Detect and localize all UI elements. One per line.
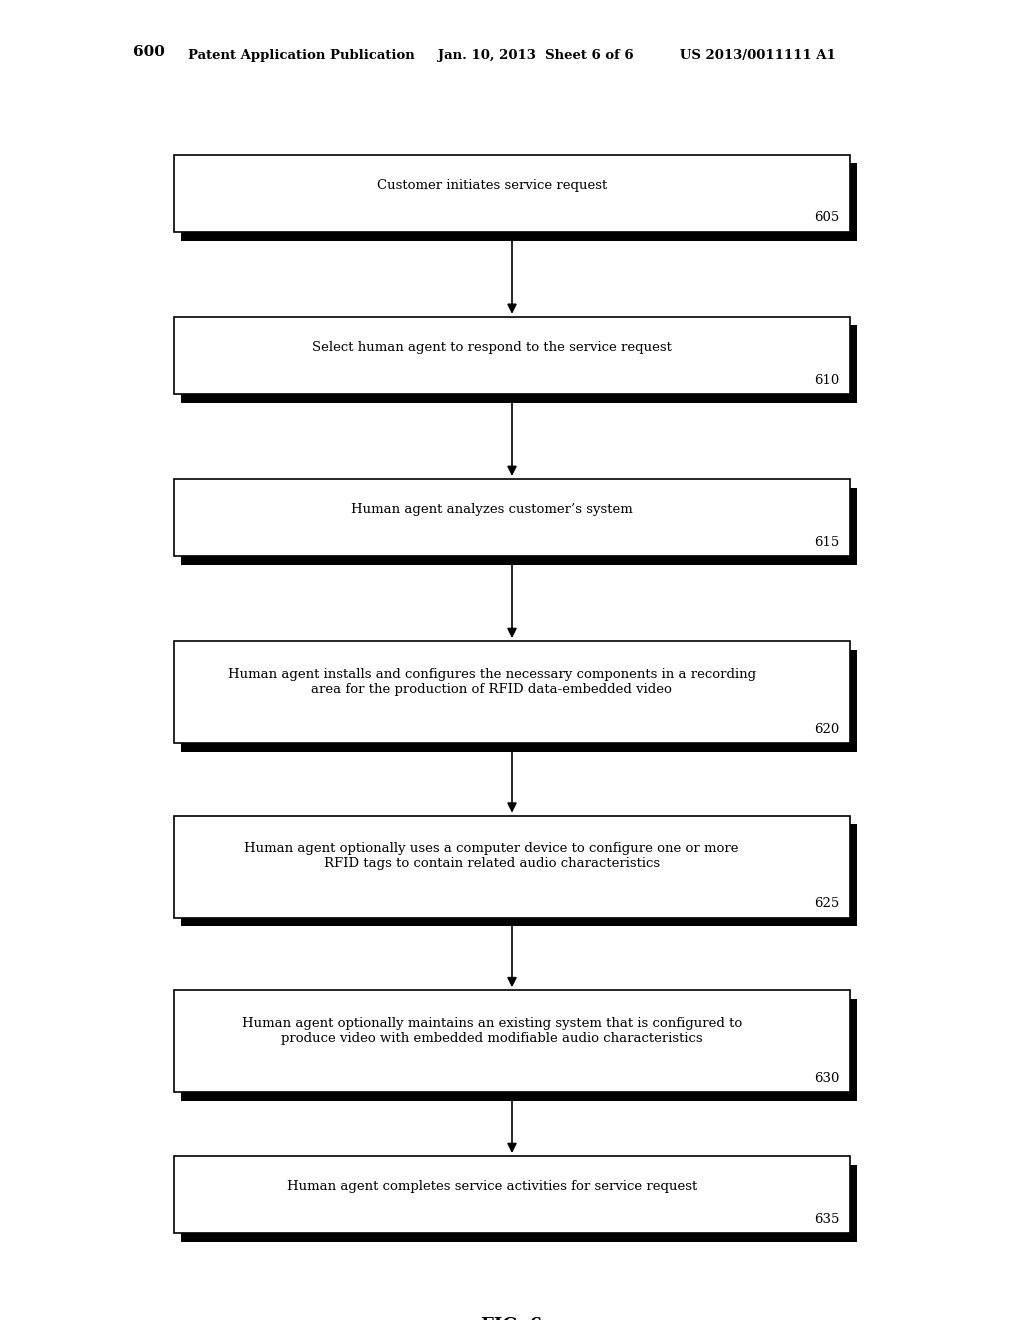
FancyBboxPatch shape (174, 642, 850, 743)
Text: 605: 605 (814, 211, 840, 224)
Text: Human agent completes service activities for service request: Human agent completes service activities… (287, 1180, 697, 1193)
Text: Human agent installs and configures the necessary components in a recording
area: Human agent installs and configures the … (227, 668, 756, 696)
FancyBboxPatch shape (181, 649, 857, 752)
Text: Human agent optionally uses a computer device to configure one or more
RFID tags: Human agent optionally uses a computer d… (245, 842, 739, 870)
Text: FIG. 6: FIG. 6 (481, 1316, 543, 1320)
Text: 625: 625 (814, 898, 840, 911)
FancyBboxPatch shape (174, 990, 850, 1093)
Text: 600: 600 (133, 45, 165, 59)
FancyBboxPatch shape (181, 326, 857, 403)
Text: Human agent optionally maintains an existing system that is configured to
produc: Human agent optionally maintains an exis… (242, 1016, 741, 1045)
FancyBboxPatch shape (181, 999, 857, 1101)
FancyBboxPatch shape (181, 164, 857, 240)
Text: 615: 615 (814, 536, 840, 549)
FancyBboxPatch shape (181, 487, 857, 565)
FancyBboxPatch shape (174, 317, 850, 395)
Text: 630: 630 (814, 1072, 840, 1085)
FancyBboxPatch shape (174, 479, 850, 556)
FancyBboxPatch shape (181, 824, 857, 927)
Text: 620: 620 (814, 723, 840, 735)
Text: Select human agent to respond to the service request: Select human agent to respond to the ser… (311, 341, 672, 354)
FancyBboxPatch shape (174, 816, 850, 917)
Text: 610: 610 (814, 374, 840, 387)
Text: Human agent analyzes customer’s system: Human agent analyzes customer’s system (351, 503, 633, 516)
FancyBboxPatch shape (174, 1156, 850, 1233)
Text: Customer initiates service request: Customer initiates service request (377, 180, 607, 191)
FancyBboxPatch shape (181, 1164, 857, 1242)
Text: Patent Application Publication     Jan. 10, 2013  Sheet 6 of 6          US 2013/: Patent Application Publication Jan. 10, … (188, 49, 836, 62)
Text: 635: 635 (814, 1213, 840, 1226)
FancyBboxPatch shape (174, 154, 850, 232)
